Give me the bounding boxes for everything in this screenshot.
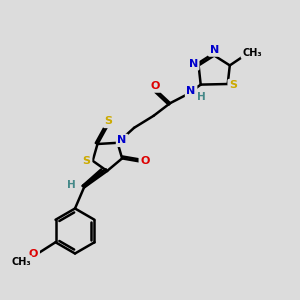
Text: S: S — [105, 116, 112, 127]
Text: N: N — [118, 135, 127, 146]
Text: N: N — [187, 86, 196, 96]
Text: S: S — [83, 156, 91, 166]
Text: H: H — [197, 92, 206, 102]
Text: CH₃: CH₃ — [11, 257, 31, 267]
Text: S: S — [229, 80, 237, 91]
Text: N: N — [189, 59, 198, 69]
Text: O: O — [150, 81, 160, 91]
Text: O: O — [29, 249, 38, 259]
Text: O: O — [140, 156, 150, 167]
Text: CH₃: CH₃ — [242, 47, 262, 58]
Text: H: H — [67, 179, 76, 190]
Text: N: N — [210, 45, 219, 55]
